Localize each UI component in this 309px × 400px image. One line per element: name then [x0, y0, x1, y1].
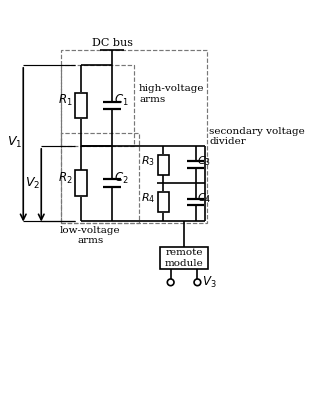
Bar — [75, 170, 87, 196]
Bar — [75, 93, 87, 118]
Text: $C_4$: $C_4$ — [197, 192, 212, 205]
Text: low-voltage
arms: low-voltage arms — [60, 226, 121, 245]
Text: $C_1$: $C_1$ — [114, 93, 129, 108]
Text: $R_1$: $R_1$ — [58, 93, 72, 108]
Text: $C_2$: $C_2$ — [114, 171, 129, 186]
Bar — [61, 133, 139, 223]
Bar — [158, 154, 169, 175]
Text: $V_2$: $V_2$ — [25, 176, 40, 191]
Text: $R_2$: $R_2$ — [58, 171, 72, 186]
Text: $V_3$: $V_3$ — [202, 275, 217, 290]
Text: $V_1$: $V_1$ — [7, 135, 23, 150]
Bar — [158, 192, 169, 212]
Text: $R_4$: $R_4$ — [141, 192, 155, 205]
Text: DC bus: DC bus — [91, 38, 133, 48]
Text: $R_3$: $R_3$ — [141, 154, 155, 168]
Bar — [61, 50, 207, 223]
Bar — [160, 246, 208, 269]
Bar — [61, 65, 134, 146]
Text: high-voltage
arms: high-voltage arms — [139, 84, 205, 104]
Text: secondary voltage
divider: secondary voltage divider — [209, 127, 305, 146]
Text: $C_3$: $C_3$ — [197, 154, 211, 168]
Text: remote
module: remote module — [165, 248, 203, 268]
